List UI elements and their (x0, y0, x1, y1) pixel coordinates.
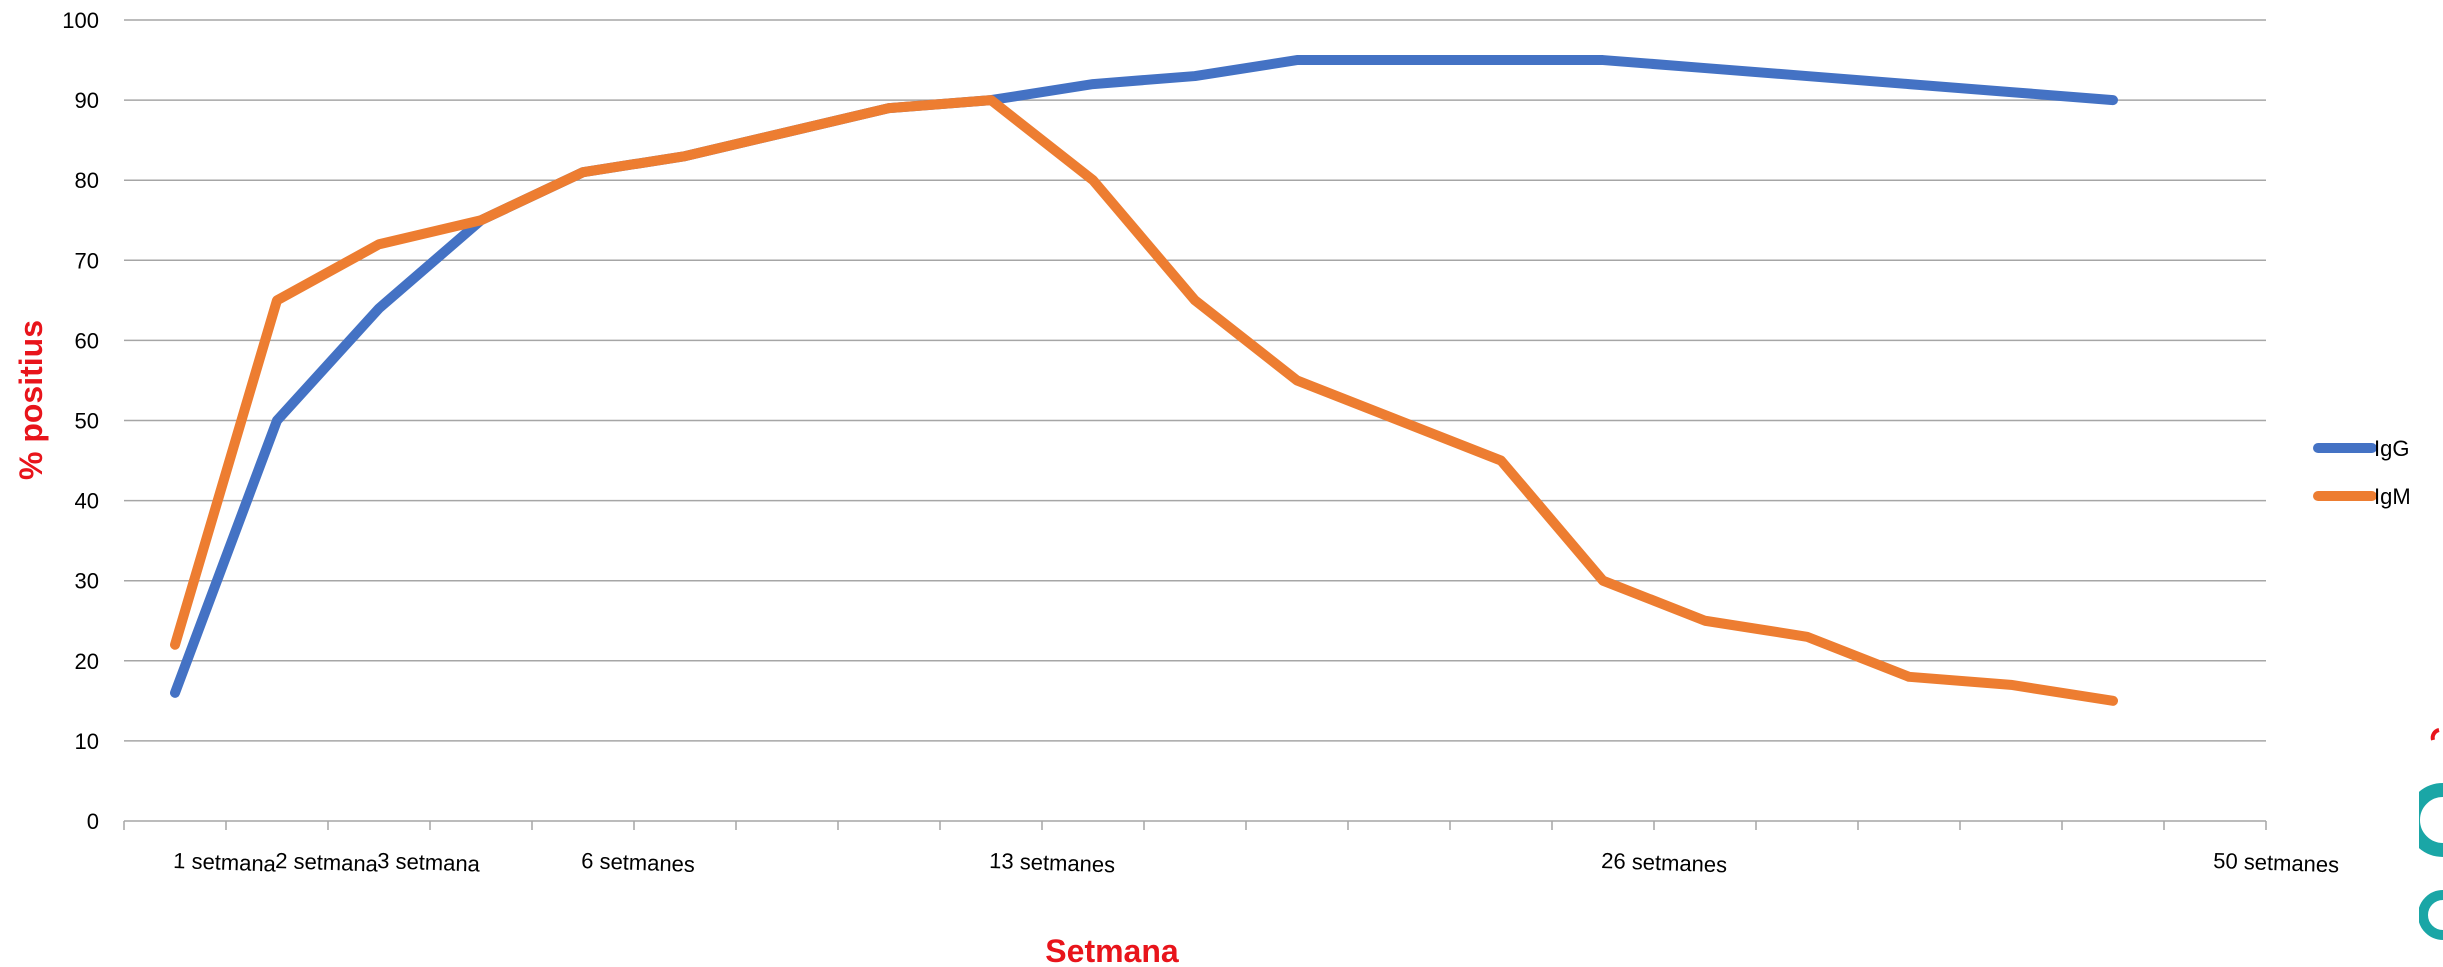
y-tick-label: 80 (75, 168, 99, 193)
x-axis-title: Setmana (1045, 933, 1179, 967)
series-line-igg (170, 55, 2118, 698)
y-tick-label: 40 (75, 489, 99, 514)
series-line-igm (170, 95, 2118, 706)
legend-label-igg: IgG (2374, 436, 2409, 461)
y-tick-label: 100 (62, 8, 99, 33)
series-lines (170, 55, 2118, 706)
y-axis-title: % positius (13, 320, 49, 480)
y-tick-label: 0 (87, 809, 99, 834)
x-tick-label: 6 setmanes (581, 848, 696, 877)
y-tick-label: 10 (75, 729, 99, 754)
x-tick-label: 2 setmana (275, 848, 379, 877)
y-tick-label: 70 (75, 248, 99, 273)
y-tick-labels: 0 10 20 30 40 50 60 70 80 90 100 (62, 8, 99, 834)
y-tick-label: 20 (75, 649, 99, 674)
x-tick-label: 50 setmanes (2213, 848, 2340, 877)
gridlines (124, 19, 2266, 742)
legend-label-igm: IgM (2374, 484, 2411, 509)
y-tick-label: 30 (75, 569, 99, 594)
logo-fragment-icon (2419, 728, 2443, 940)
x-tick-label: 13 setmanes (989, 848, 1116, 877)
x-tick-label: 1 setmana (173, 848, 277, 877)
x-tick-label: 26 setmanes (1601, 848, 1728, 877)
y-tick-label: 60 (75, 328, 99, 353)
legend: IgG IgM (2313, 436, 2411, 509)
x-axis (123, 820, 2267, 830)
y-tick-label: 90 (75, 88, 99, 113)
y-tick-label: 50 (75, 409, 99, 434)
x-tick-label: 3 setmana (377, 848, 481, 877)
